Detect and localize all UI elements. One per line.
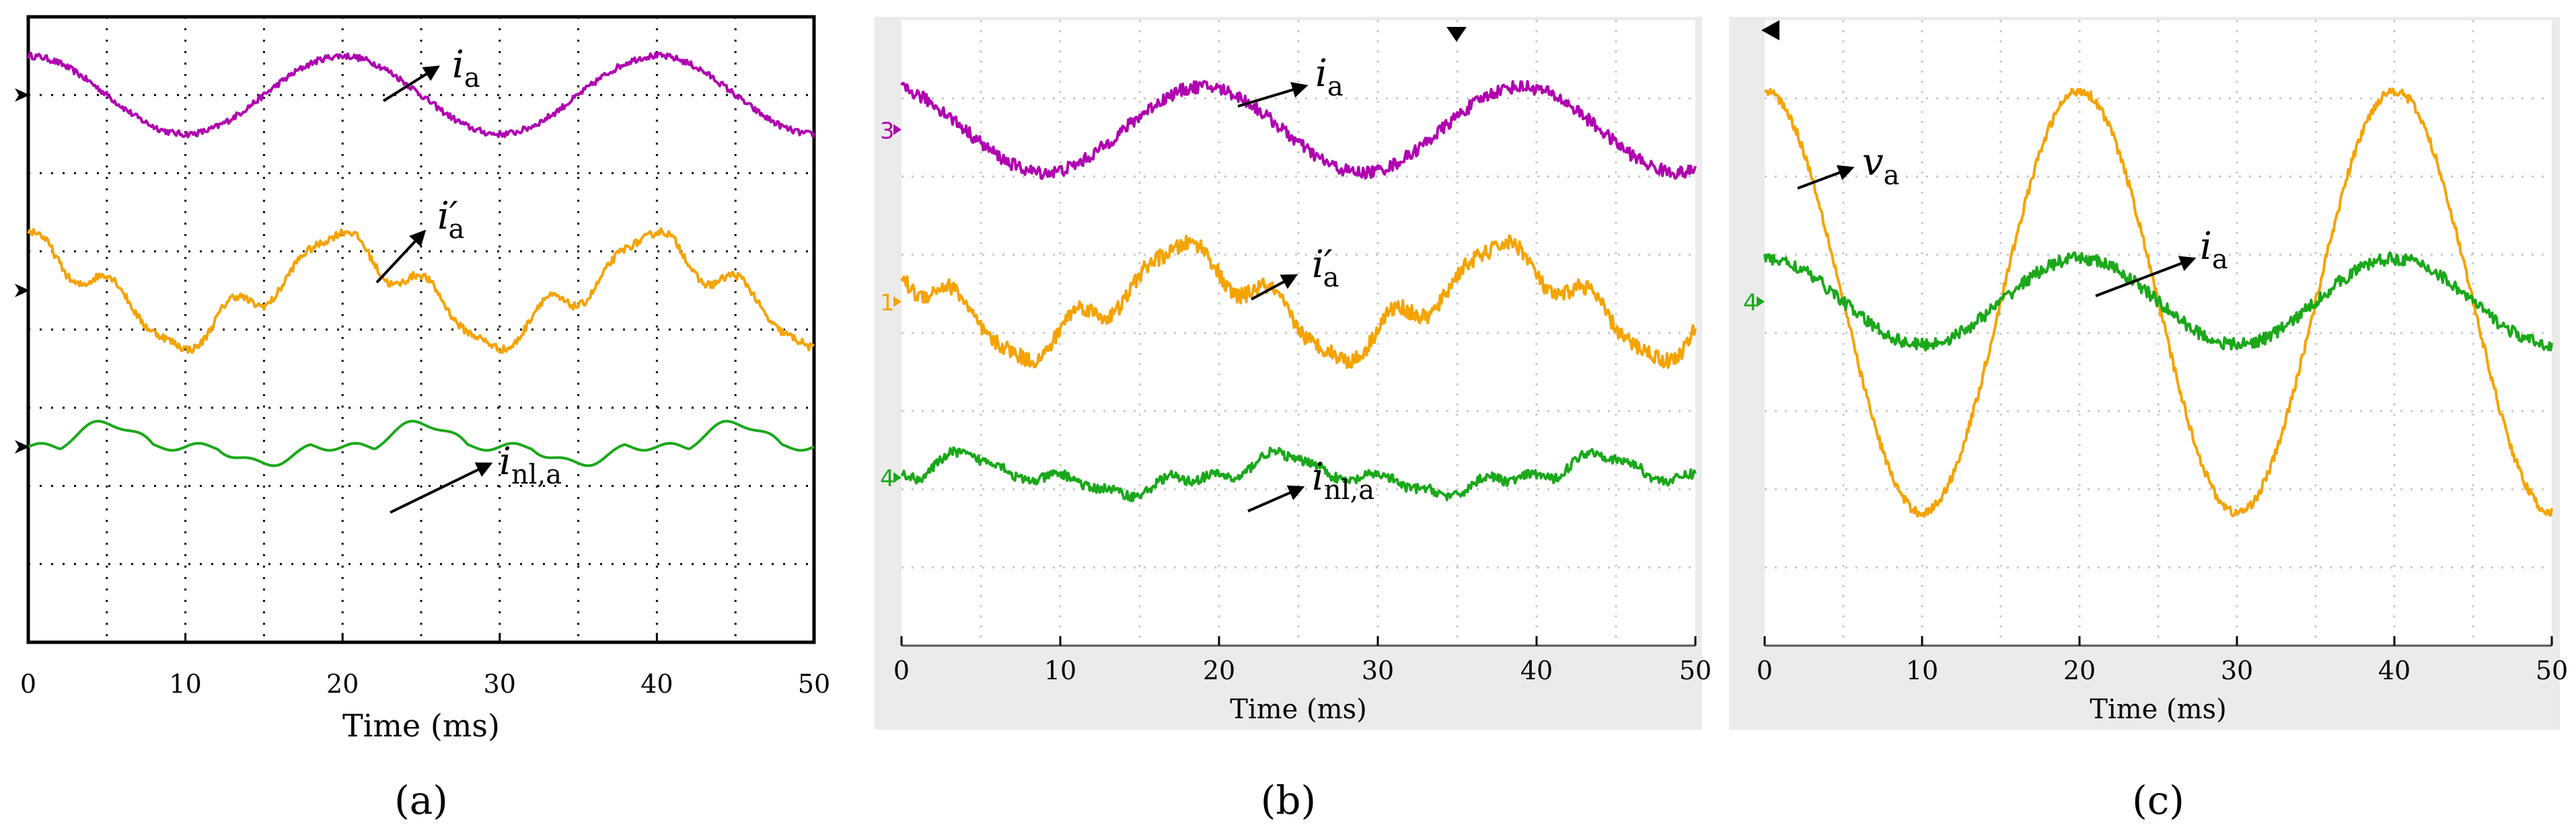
panel-b: 314 0 10 20 30 40 50 Time (ms) (b) ia i′a inl… <box>875 17 1712 823</box>
panel-a: 0 10 20 30 40 50 Time (ms) (a) ia i′a inl,a <box>15 15 830 823</box>
x-tick-label: 30 <box>484 669 516 699</box>
channel-label: 4 <box>880 465 895 492</box>
channel-label: 1 <box>880 290 895 317</box>
panel-c-xlabel: Time (ms) <box>2090 694 2226 725</box>
x-tick-label: 10 <box>1906 656 1938 685</box>
channel-label: 3 <box>880 118 895 145</box>
channel-arrow <box>893 472 901 484</box>
panel-b-traces <box>900 79 1697 502</box>
panel-b-annotation-inl: inl,a <box>1247 455 1374 512</box>
channel-arrow <box>1757 296 1765 307</box>
series-i-a-line <box>27 227 815 354</box>
panel-a-channel-markers <box>15 88 30 454</box>
svg-text:ia: ia <box>2200 225 2228 275</box>
x-tick-label: 20 <box>326 669 359 699</box>
series-i-nl-a-line <box>28 420 815 467</box>
series-i-nl-a-line <box>900 446 1697 502</box>
panel-a-traces <box>27 51 815 467</box>
svg-text:i′a: i′a <box>437 194 464 245</box>
x-tick-label: 50 <box>1679 656 1712 685</box>
series-i-a-line <box>900 79 1697 180</box>
panel-a-annotation-ia: ia <box>382 43 480 102</box>
panel-a-annotation-inl: inl,a <box>390 440 562 514</box>
channel-arrow <box>893 296 901 307</box>
panel-c: 4 0 10 20 30 40 50 Time (ms) (c) va ia <box>1729 17 2568 823</box>
svg-text:inl,a: inl,a <box>1312 455 1374 506</box>
x-tick-label: 0 <box>1757 656 1773 685</box>
panel-b-grid <box>901 20 1695 647</box>
x-tick-label: 0 <box>20 669 36 699</box>
x-tick-label: 40 <box>640 669 673 699</box>
channel-label: 4 <box>1743 290 1758 317</box>
panel-c-trigger-marker <box>1761 20 1779 40</box>
channel-marker <box>15 283 30 297</box>
x-tick-label: 50 <box>798 669 830 699</box>
x-tick-label: 20 <box>2063 656 2096 685</box>
panel-c-traces <box>1763 87 2553 518</box>
x-tick-label: 40 <box>1520 656 1553 685</box>
channel-marker <box>15 440 30 454</box>
panel-a-grid <box>28 17 814 642</box>
x-tick-label: 50 <box>2536 656 2568 685</box>
panel-a-x-ticks: 0 10 20 30 40 50 <box>20 633 830 699</box>
x-tick-label: 0 <box>893 656 910 685</box>
x-tick-label: 40 <box>2378 656 2411 685</box>
panel-a-label: (a) <box>394 777 448 823</box>
panel-b-channel-labels: 3 1 4 <box>880 118 901 492</box>
channel-marker <box>15 88 30 102</box>
panel-a-frame <box>26 15 816 644</box>
x-tick-label: 20 <box>1203 656 1235 685</box>
series-i-a-line <box>900 234 1697 369</box>
x-tick-label: 10 <box>1044 656 1076 685</box>
panel-b-label: (b) <box>1261 777 1316 823</box>
panel-c-channel-labels: 4 <box>1743 290 1765 317</box>
series-i-a-line <box>1763 251 2553 352</box>
x-tick-label: 30 <box>1362 656 1394 685</box>
panel-b-x-ticks: 0 10 20 30 40 50 <box>893 636 1712 685</box>
channel-arrow <box>893 124 901 135</box>
panel-c-label: (c) <box>2132 777 2184 823</box>
panel-b-xlabel: Time (ms) <box>1230 694 1366 725</box>
panel-c-annotation-ia: ia <box>2095 225 2228 297</box>
panel-a-xlabel: Time (ms) <box>342 708 500 744</box>
panel-b-trigger-marker <box>1446 27 1467 42</box>
series-i-a-line <box>27 51 815 139</box>
x-tick-label: 30 <box>2221 656 2253 685</box>
panel-c-x-ticks: 0 10 20 30 40 50 <box>1757 636 2568 685</box>
svg-text:ia: ia <box>452 43 480 93</box>
ia-sub: a <box>464 63 480 93</box>
x-tick-label: 10 <box>169 669 201 699</box>
panel-c-grid <box>1765 20 2552 647</box>
